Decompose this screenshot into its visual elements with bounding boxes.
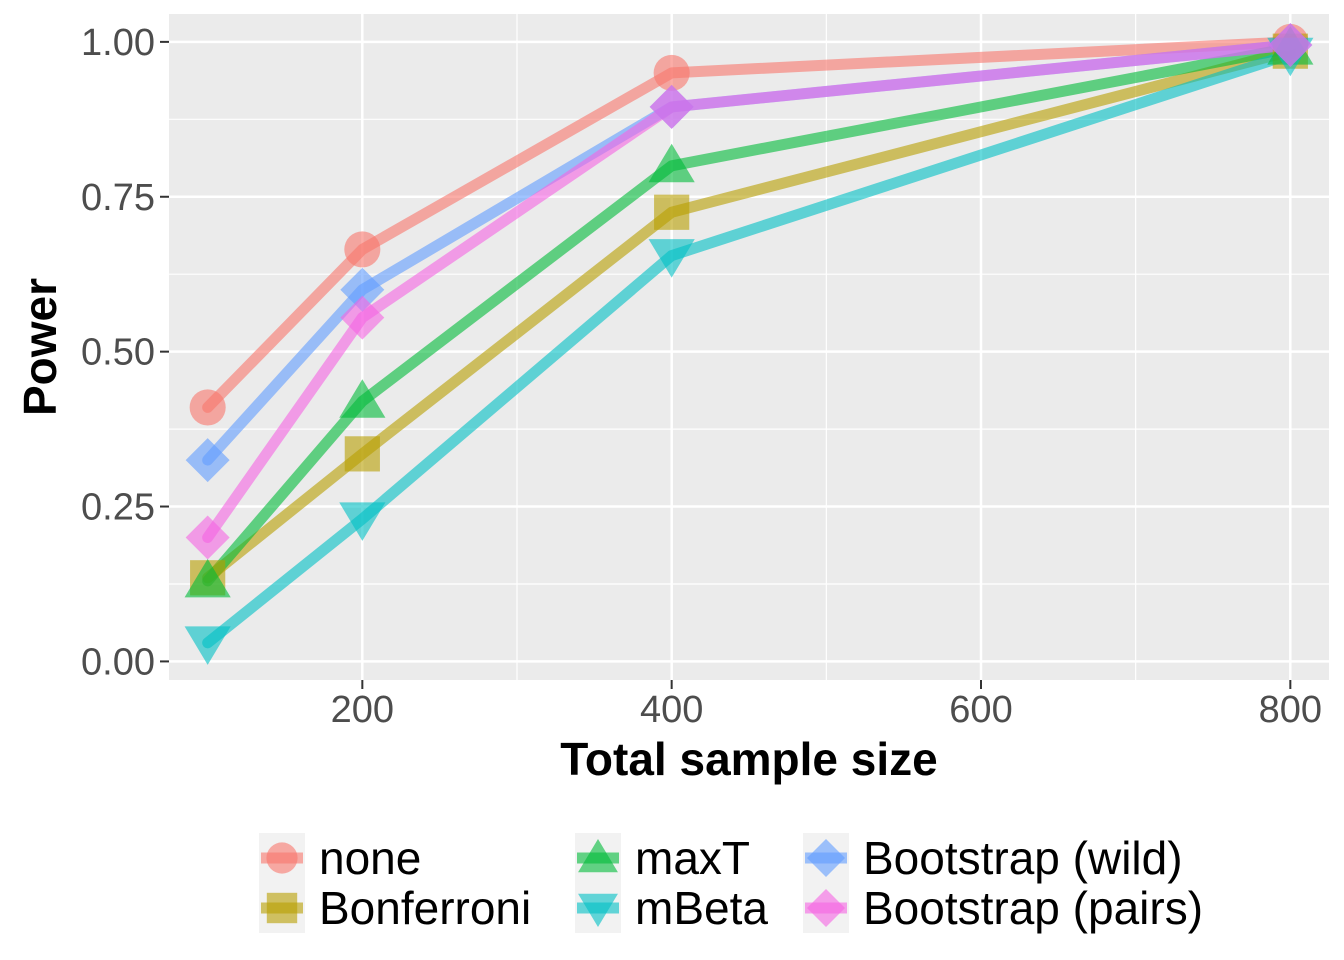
y-tick-label: 0.00 [81, 641, 155, 683]
legend-label: Bonferroni [319, 882, 531, 934]
series-lines [202, 36, 1296, 649]
legend-key-marker [578, 839, 618, 873]
data-point-none [189, 389, 226, 426]
series-line-bonferroni [202, 45, 1296, 584]
x-tick-label: 600 [949, 689, 1012, 731]
y-tick-label: 1.00 [81, 22, 155, 64]
data-point-mbeta [184, 626, 231, 665]
legend-label: none [319, 832, 421, 884]
data-point-mbeta [648, 239, 695, 278]
legend-key-marker [266, 892, 298, 924]
x-axis-title: Total sample size [560, 733, 938, 785]
data-point-bonferroni [654, 194, 690, 230]
data-point-bootstrap-wild [185, 438, 230, 483]
legend-label: Bootstrap (wild) [863, 832, 1183, 884]
series-line-mbeta [202, 48, 1296, 649]
legend-label: Bootstrap (pairs) [863, 882, 1203, 934]
series-line-none [202, 36, 1296, 413]
legend-key-marker [266, 842, 298, 874]
legend-key-marker [807, 889, 845, 927]
y-axis-title: Power [14, 278, 66, 416]
axis-ticks: 0.00 0.25 0.50 0.75 1.00 200 400 600 800 [81, 22, 1322, 731]
legend-item-maxt: maxT [575, 832, 750, 884]
data-point-maxt [184, 558, 231, 598]
series-points [184, 22, 1314, 665]
data-point-bootstrap-pairs [340, 295, 385, 340]
legend-item-none: none [259, 832, 421, 884]
legend-key-marker [807, 839, 845, 877]
legend-key-marker [578, 893, 618, 927]
data-point-none [653, 54, 690, 91]
legend-item-bootstrap-wild: Bootstrap (wild) [803, 832, 1183, 884]
y-tick-label: 0.25 [81, 487, 155, 529]
series-line-bootstrap-pairs [202, 39, 1296, 544]
y-tick-label: 0.50 [81, 332, 155, 374]
data-point-bootstrap-pairs [1268, 22, 1313, 67]
legend-label: mBeta [635, 882, 768, 934]
x-tick-label: 800 [1259, 689, 1322, 731]
legend-label: maxT [635, 832, 750, 884]
data-point-bonferroni [344, 436, 380, 472]
data-point-bootstrap-pairs [185, 515, 230, 560]
legend-item-mbeta: mBeta [575, 882, 768, 934]
data-point-mbeta [339, 502, 386, 541]
data-point-none [344, 231, 381, 268]
y-tick-label: 0.75 [81, 177, 155, 219]
data-point-maxt [648, 143, 695, 183]
legend-item-bootstrap-pairs: Bootstrap (pairs) [803, 882, 1203, 934]
data-point-maxt [339, 379, 386, 418]
data-point-bootstrap-pairs [649, 84, 694, 129]
series-line-maxt [202, 42, 1296, 587]
legend-item-bonferroni: Bonferroni [259, 882, 531, 934]
x-tick-label: 200 [331, 689, 394, 731]
x-tick-label: 400 [640, 689, 703, 731]
data-point-bootstrap-wild [340, 267, 385, 312]
